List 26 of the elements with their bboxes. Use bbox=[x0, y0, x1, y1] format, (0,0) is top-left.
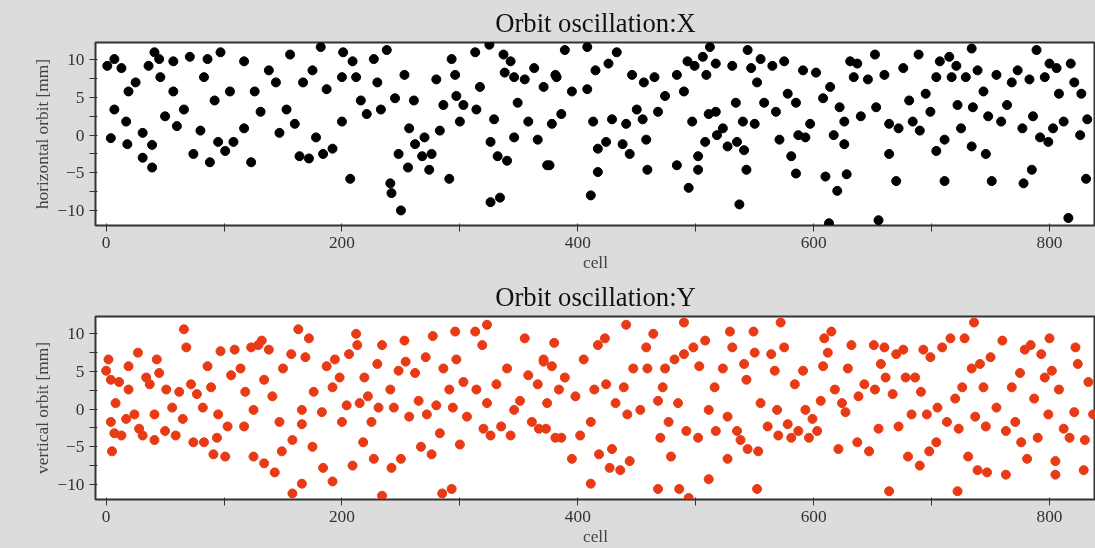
x-tick-label: 600 bbox=[800, 232, 827, 252]
y-tick-label: 5 bbox=[75, 87, 85, 107]
x-tick-label: 200 bbox=[328, 506, 355, 526]
y-tick-label: 5 bbox=[75, 361, 85, 381]
y-tick-label: 0 bbox=[75, 399, 85, 419]
x-tick-label: 400 bbox=[564, 232, 591, 252]
y-tick-label: 0 bbox=[75, 125, 85, 145]
chart-title: Orbit oscillation:X bbox=[495, 7, 696, 38]
y-tick-label: −10 bbox=[57, 474, 85, 494]
y-tick-label: −5 bbox=[66, 163, 85, 183]
chart-title: Orbit oscillation:Y bbox=[495, 281, 696, 312]
y-tick-label: −5 bbox=[66, 437, 85, 457]
x-tick-label: 200 bbox=[328, 232, 355, 252]
y-axis-title: horizontal orbit [mm] bbox=[33, 58, 53, 210]
x-tick-label: 600 bbox=[800, 506, 827, 526]
y-tick-label: −10 bbox=[57, 200, 85, 220]
y-tick-label: 10 bbox=[67, 324, 85, 344]
x-tick-label: 0 bbox=[101, 506, 111, 526]
x-tick-label: 400 bbox=[564, 506, 591, 526]
x-tick-label: 0 bbox=[101, 232, 111, 252]
x-tick-label: 800 bbox=[1036, 232, 1063, 252]
y-tick-label: 10 bbox=[67, 50, 85, 70]
x-axis-title: cell bbox=[582, 526, 609, 546]
y-axis-title: vertical orbit [mm] bbox=[33, 342, 53, 474]
x-tick-label: 800 bbox=[1036, 506, 1063, 526]
x-axis-title: cell bbox=[582, 252, 609, 272]
